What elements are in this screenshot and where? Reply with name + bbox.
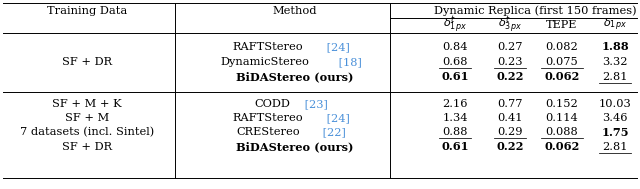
Text: $\delta^t_{3px}$: $\delta^t_{3px}$ [498, 14, 522, 36]
Text: [18]: [18] [335, 57, 362, 67]
Text: Training Data: Training Data [47, 6, 127, 16]
Text: $\delta_{1px}$: $\delta_{1px}$ [603, 17, 627, 33]
Text: Dynamic Replica (first 150 frames): Dynamic Replica (first 150 frames) [434, 6, 636, 16]
Text: 0.062: 0.062 [544, 142, 580, 153]
Text: 0.61: 0.61 [441, 71, 469, 83]
Text: 0.062: 0.062 [544, 71, 580, 83]
Text: 0.075: 0.075 [546, 57, 579, 67]
Text: 0.152: 0.152 [546, 99, 579, 109]
Text: TEPE: TEPE [547, 20, 578, 30]
Text: 2.81: 2.81 [602, 142, 628, 152]
Text: 3.32: 3.32 [602, 57, 628, 67]
Text: BiDAStereo (ours): BiDAStereo (ours) [236, 71, 354, 83]
Text: CODD: CODD [255, 99, 291, 109]
Text: [23]: [23] [301, 99, 328, 109]
Text: 0.77: 0.77 [497, 99, 523, 109]
Text: DynamicStereo: DynamicStereo [220, 57, 309, 67]
Text: 0.082: 0.082 [546, 42, 579, 52]
Text: SF + DR: SF + DR [62, 142, 112, 152]
Text: 0.41: 0.41 [497, 113, 523, 123]
Text: RAFTStereo: RAFTStereo [232, 42, 303, 52]
Text: 2.81: 2.81 [602, 72, 628, 82]
Text: CREStereo: CREStereo [237, 127, 300, 137]
Text: 2.16: 2.16 [442, 99, 468, 109]
Text: 0.23: 0.23 [497, 57, 523, 67]
Text: 1.88: 1.88 [601, 42, 629, 53]
Text: 0.84: 0.84 [442, 42, 468, 52]
Text: 10.03: 10.03 [598, 99, 632, 109]
Text: [24]: [24] [323, 42, 350, 52]
Text: 0.88: 0.88 [442, 127, 468, 137]
Text: Method: Method [273, 6, 317, 16]
Text: 0.22: 0.22 [496, 71, 524, 83]
Text: 0.68: 0.68 [442, 57, 468, 67]
Text: 3.46: 3.46 [602, 113, 628, 123]
Text: RAFTStereo: RAFTStereo [232, 113, 303, 123]
Text: [24]: [24] [323, 113, 350, 123]
Text: SF + M: SF + M [65, 113, 109, 123]
Text: SF + M + K: SF + M + K [52, 99, 122, 109]
Text: 0.114: 0.114 [546, 113, 579, 123]
Text: 0.61: 0.61 [441, 142, 469, 153]
Text: SF + DR: SF + DR [62, 57, 112, 67]
Text: 7 datasets (incl. Sintel): 7 datasets (incl. Sintel) [20, 127, 154, 137]
Text: BiDAStereo (ours): BiDAStereo (ours) [236, 142, 354, 153]
Text: 1.75: 1.75 [601, 126, 628, 138]
Text: [22]: [22] [319, 127, 346, 137]
Text: $\delta^t_{1px}$: $\delta^t_{1px}$ [443, 14, 467, 36]
Text: 0.088: 0.088 [546, 127, 579, 137]
Text: 0.22: 0.22 [496, 142, 524, 153]
Text: 0.27: 0.27 [497, 42, 523, 52]
Text: 1.34: 1.34 [442, 113, 468, 123]
Text: 0.29: 0.29 [497, 127, 523, 137]
